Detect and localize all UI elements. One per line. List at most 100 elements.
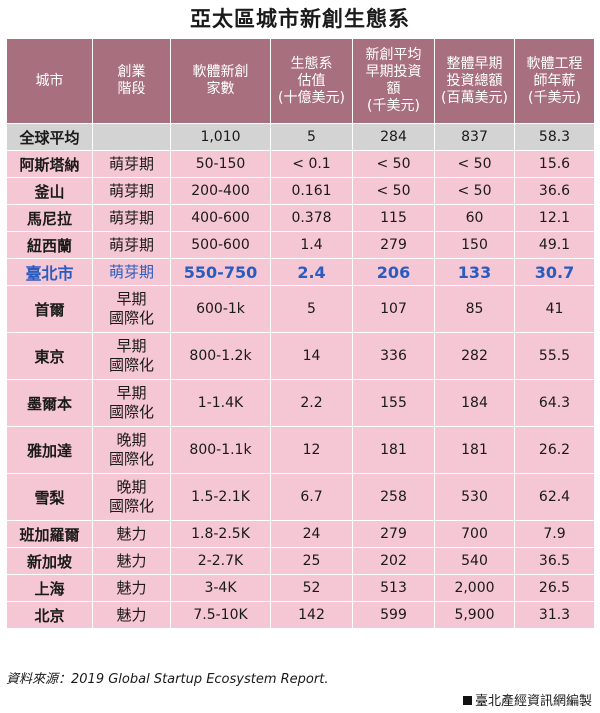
total-early-cell: 540 bbox=[434, 547, 515, 575]
avg-early-cell: 279 bbox=[352, 231, 435, 259]
avg-early-cell: 181 bbox=[352, 426, 435, 474]
startups-cell: 200-400 bbox=[170, 177, 271, 205]
total-early-cell: 60 bbox=[434, 204, 515, 232]
valuation-cell: 2.2 bbox=[270, 379, 353, 427]
stage-cell: 魅力 bbox=[92, 574, 171, 602]
startups-cell: 550-750 bbox=[170, 258, 271, 286]
stage-cell: 萌芽期 bbox=[92, 177, 171, 205]
salary-cell: 55.5 bbox=[514, 332, 595, 380]
avg-early-cell: 202 bbox=[352, 547, 435, 575]
total-early-cell: < 50 bbox=[434, 150, 515, 178]
total-early-cell: 184 bbox=[434, 379, 515, 427]
valuation-cell: 25 bbox=[270, 547, 353, 575]
city-cell: 上海 bbox=[6, 574, 93, 602]
table-row: 首爾 早期 國際化 600-1k 5 107 85 41 bbox=[6, 285, 595, 333]
total-early-cell: 5,900 bbox=[434, 601, 515, 629]
avg-early-cell: 107 bbox=[352, 285, 435, 333]
valuation-cell: 24 bbox=[270, 520, 353, 548]
salary-cell: 36.6 bbox=[514, 177, 595, 205]
table-row: 釜山 萌芽期 200-400 0.161 < 50 < 50 36.6 bbox=[6, 177, 595, 205]
credit-text: 臺北產經資訊網編製 bbox=[474, 694, 592, 709]
table-row: 墨爾本 早期 國際化 1-1.4K 2.2 155 184 64.3 bbox=[6, 379, 595, 427]
valuation-cell: 0.378 bbox=[270, 204, 353, 232]
table-row: 東京 早期 國際化 800-1.2k 14 336 282 55.5 bbox=[6, 332, 595, 380]
stage-cell: 魅力 bbox=[92, 547, 171, 575]
table-row: 新加坡 魅力 2-2.7K 25 202 540 36.5 bbox=[6, 547, 595, 575]
avg-early-cell: 258 bbox=[352, 473, 435, 521]
column-header: 軟體工程 師年薪 (千美元) bbox=[514, 38, 595, 124]
total-early-cell: 85 bbox=[434, 285, 515, 333]
city-cell: 全球平均 bbox=[6, 123, 93, 151]
startups-cell: 1,010 bbox=[170, 123, 271, 151]
startups-cell: 400-600 bbox=[170, 204, 271, 232]
startups-cell: 800-1.2k bbox=[170, 332, 271, 380]
table-body: 全球平均 1,010 5 284 837 58.3 阿斯塔納 萌芽期 50-150 <… bbox=[6, 123, 595, 629]
total-early-cell: 133 bbox=[434, 258, 515, 286]
ecosystem-table: 城市 創業 階段 軟體新創 家數 生態系 估值 (十億美元) 新創平均 早期投資額 (千美元) 整體早… bbox=[6, 38, 595, 629]
salary-cell: 58.3 bbox=[514, 123, 595, 151]
total-early-cell: 2,000 bbox=[434, 574, 515, 602]
stage-cell: 萌芽期 bbox=[92, 258, 171, 286]
startups-cell: 1.8-2.5K bbox=[170, 520, 271, 548]
stage-cell: 萌芽期 bbox=[92, 231, 171, 259]
avg-early-cell: 513 bbox=[352, 574, 435, 602]
page-title: 亞太區城市新創生態系 bbox=[190, 7, 410, 31]
salary-cell: 26.2 bbox=[514, 426, 595, 474]
startups-cell: 1-1.4K bbox=[170, 379, 271, 427]
salary-cell: 62.4 bbox=[514, 473, 595, 521]
table-row: 班加羅爾 魅力 1.8-2.5K 24 279 700 7.9 bbox=[6, 520, 595, 548]
avg-early-cell: 206 bbox=[352, 258, 435, 286]
table-row: 阿斯塔納 萌芽期 50-150 < 0.1 < 50 < 50 15.6 bbox=[6, 150, 595, 178]
avg-early-cell: 155 bbox=[352, 379, 435, 427]
total-early-cell: 150 bbox=[434, 231, 515, 259]
credit-note: 臺北產經資訊網編製 bbox=[462, 690, 592, 709]
stage-cell: 魅力 bbox=[92, 520, 171, 548]
table-row: 上海 魅力 3-4K 52 513 2,000 26.5 bbox=[6, 574, 595, 602]
total-early-cell: 282 bbox=[434, 332, 515, 380]
city-cell: 雅加達 bbox=[6, 426, 93, 474]
valuation-cell: 14 bbox=[270, 332, 353, 380]
table-row: 北京 魅力 7.5-10K 142 599 5,900 31.3 bbox=[6, 601, 595, 629]
salary-cell: 41 bbox=[514, 285, 595, 333]
global-average-row: 全球平均 1,010 5 284 837 58.3 bbox=[6, 123, 595, 151]
square-icon bbox=[462, 696, 472, 705]
source-note: 資料來源：2019 Global Startup Ecosystem Repor… bbox=[6, 672, 329, 687]
stage-cell: 魅力 bbox=[92, 601, 171, 629]
total-early-cell: 837 bbox=[434, 123, 515, 151]
column-header: 城市 bbox=[6, 38, 93, 124]
avg-early-cell: < 50 bbox=[352, 177, 435, 205]
avg-early-cell: 284 bbox=[352, 123, 435, 151]
column-header: 創業 階段 bbox=[92, 38, 171, 124]
valuation-cell: 6.7 bbox=[270, 473, 353, 521]
salary-cell: 15.6 bbox=[514, 150, 595, 178]
avg-early-cell: 336 bbox=[352, 332, 435, 380]
stage-cell: 晚期 國際化 bbox=[92, 426, 171, 474]
city-cell: 新加坡 bbox=[6, 547, 93, 575]
startups-cell: 1.5-2.1K bbox=[170, 473, 271, 521]
avg-early-cell: 599 bbox=[352, 601, 435, 629]
avg-early-cell: 279 bbox=[352, 520, 435, 548]
stage-cell: 萌芽期 bbox=[92, 150, 171, 178]
valuation-cell: 5 bbox=[270, 285, 353, 333]
stage-cell: 萌芽期 bbox=[92, 204, 171, 232]
total-early-cell: 700 bbox=[434, 520, 515, 548]
city-cell: 北京 bbox=[6, 601, 93, 629]
startups-cell: 500-600 bbox=[170, 231, 271, 259]
salary-cell: 36.5 bbox=[514, 547, 595, 575]
valuation-cell: < 0.1 bbox=[270, 150, 353, 178]
avg-early-cell: < 50 bbox=[352, 150, 435, 178]
column-header: 生態系 估值 (十億美元) bbox=[270, 38, 353, 124]
valuation-cell: 52 bbox=[270, 574, 353, 602]
city-cell: 墨爾本 bbox=[6, 379, 93, 427]
city-cell: 首爾 bbox=[6, 285, 93, 333]
stage-cell: 晚期 國際化 bbox=[92, 473, 171, 521]
table-row: 雪梨 晚期 國際化 1.5-2.1K 6.7 258 530 62.4 bbox=[6, 473, 595, 521]
table-row: 臺北市 萌芽期 550-750 2.4 206 133 30.7 bbox=[6, 258, 595, 286]
city-cell: 釜山 bbox=[6, 177, 93, 205]
city-cell: 班加羅爾 bbox=[6, 520, 93, 548]
salary-cell: 31.3 bbox=[514, 601, 595, 629]
city-cell: 馬尼拉 bbox=[6, 204, 93, 232]
city-cell: 臺北市 bbox=[6, 258, 93, 286]
salary-cell: 26.5 bbox=[514, 574, 595, 602]
column-header: 整體早期 投資總額 (百萬美元) bbox=[434, 38, 515, 124]
